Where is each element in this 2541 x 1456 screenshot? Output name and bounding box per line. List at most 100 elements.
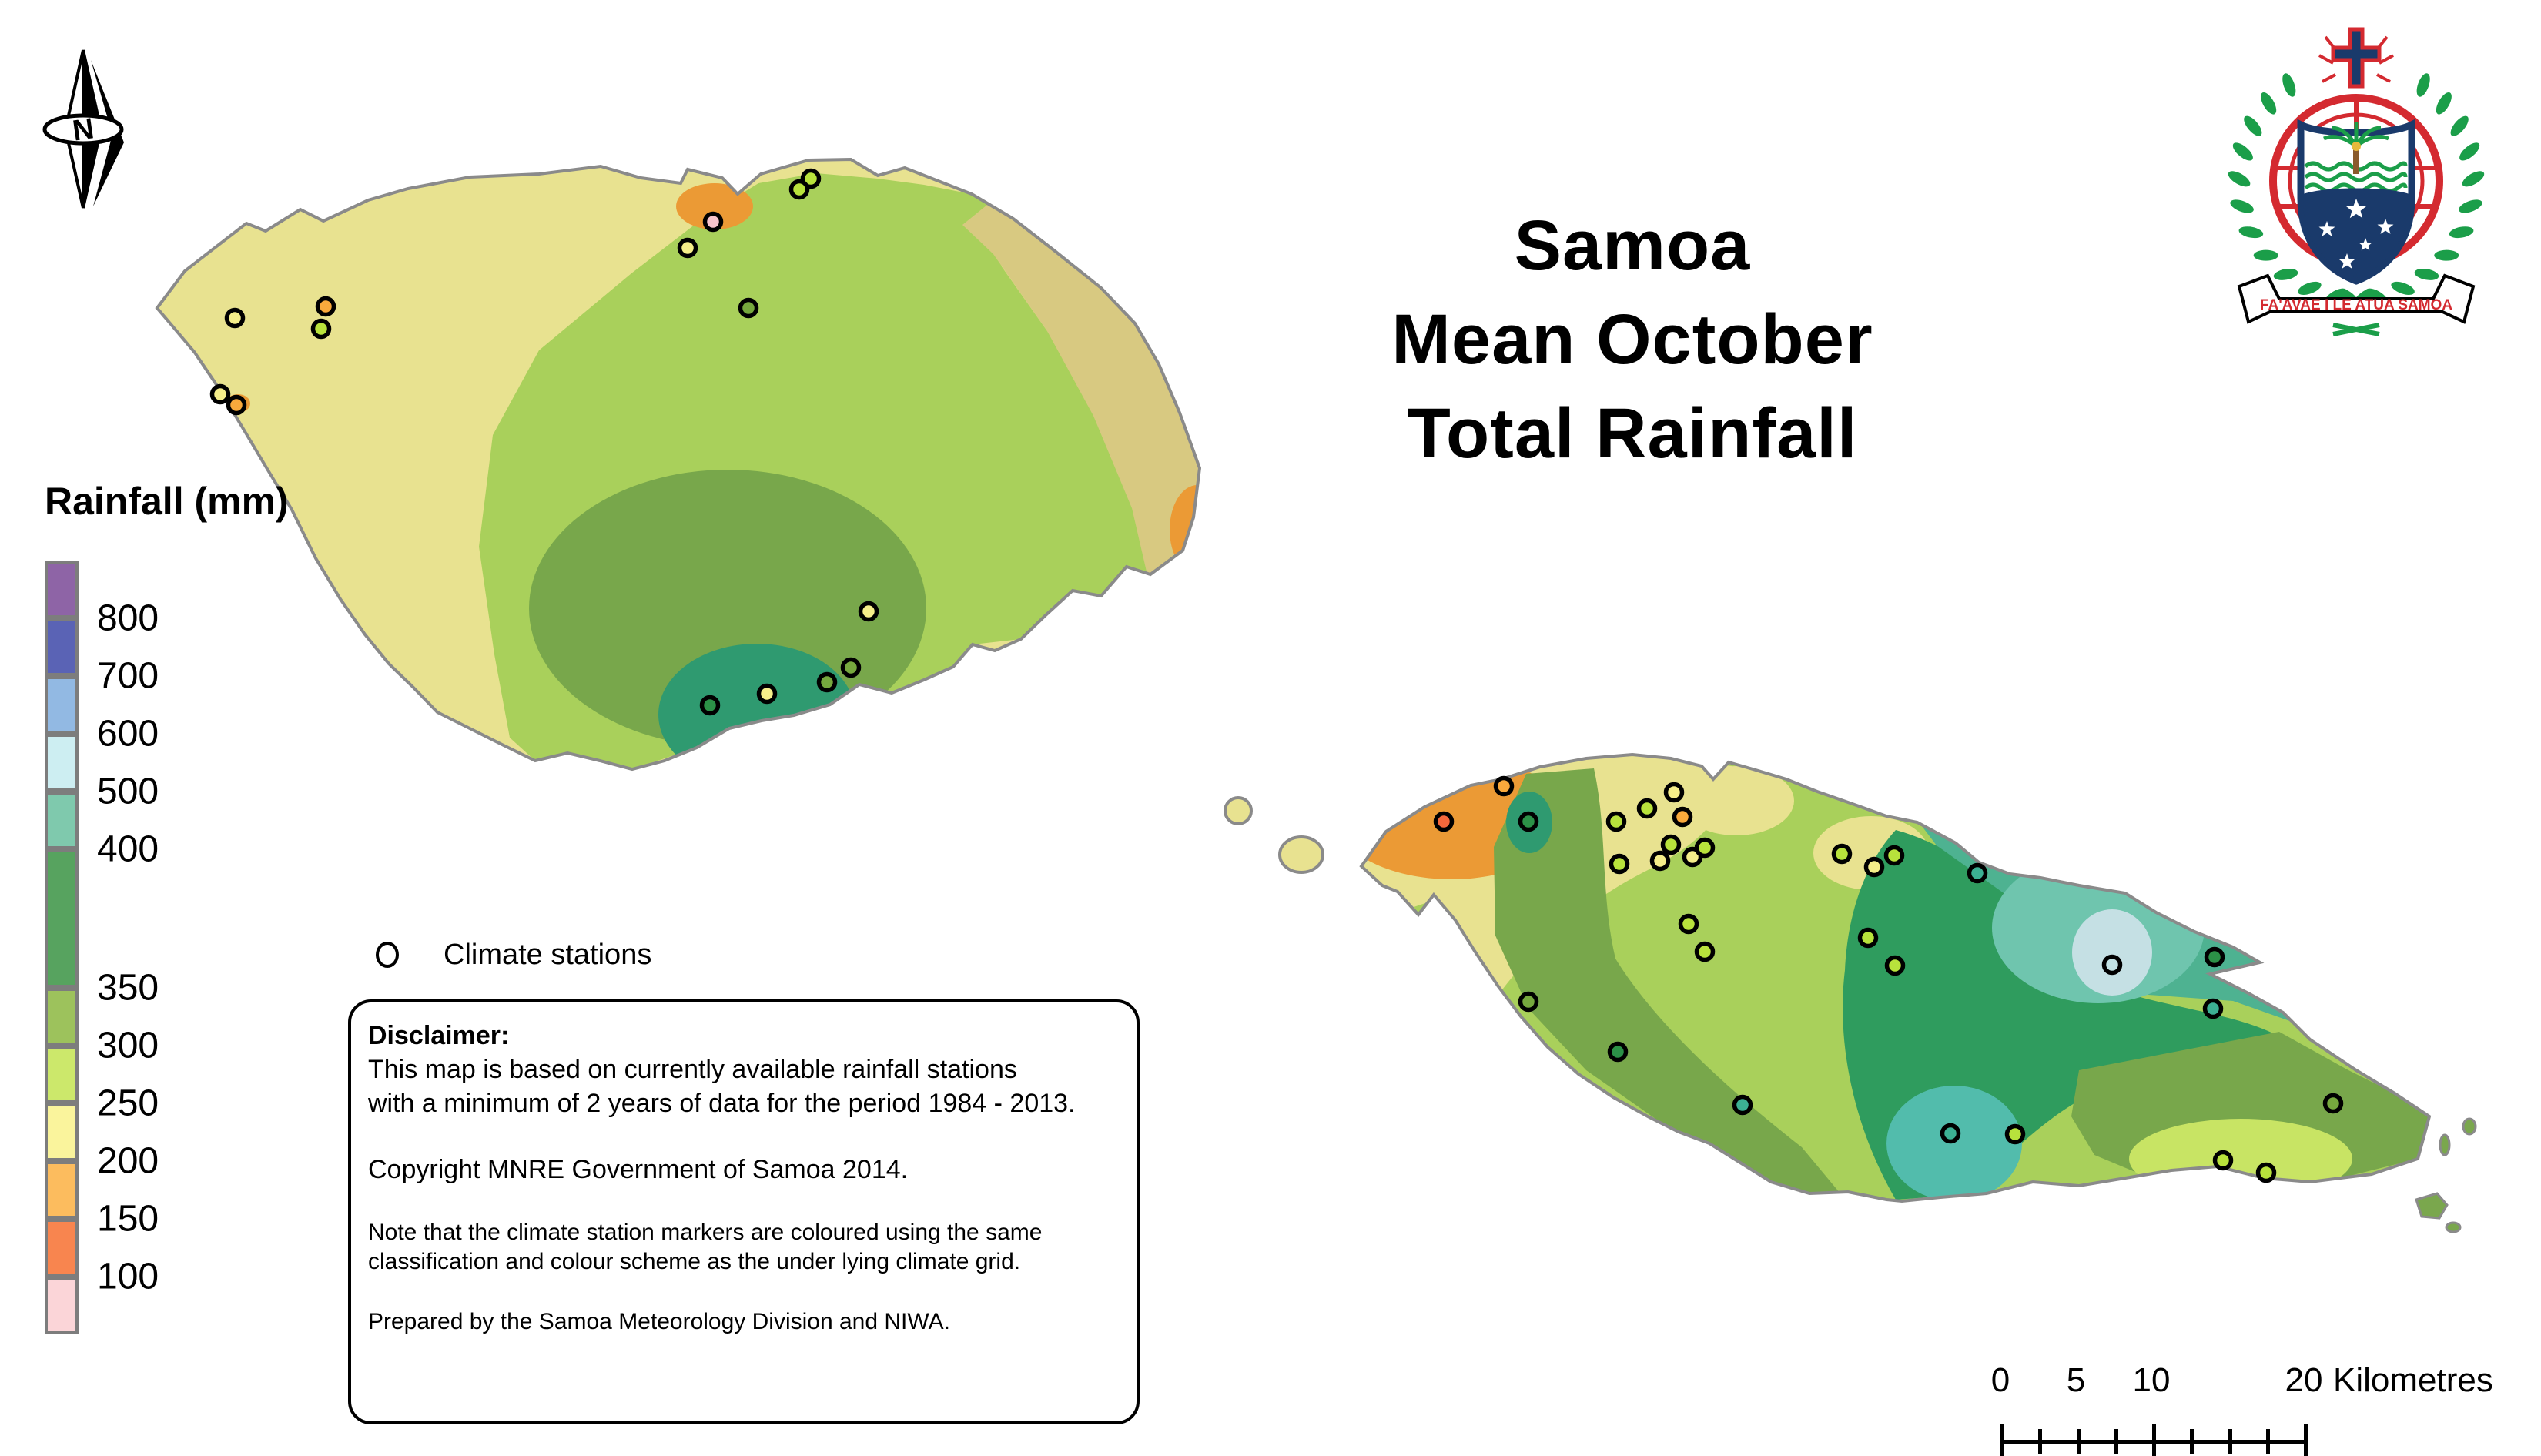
climate-station[interactable] — [2212, 1150, 2234, 1171]
legend-boundary-250: 250 — [97, 1083, 159, 1124]
climate-station[interactable] — [2204, 946, 2225, 968]
legend-boundary-150: 150 — [97, 1198, 159, 1240]
disclaimer-line-1: This map is based on currently available… — [368, 1055, 1017, 1084]
climate-station[interactable] — [226, 394, 247, 416]
island-savaii — [155, 157, 1202, 772]
motto-banner: FA'AVAE I LE ATUA SAMOA — [2237, 273, 2476, 324]
wreath-leaf-icon — [2391, 281, 2415, 295]
climate-station[interactable] — [2322, 1093, 2344, 1114]
legend-class-150-200 — [45, 1161, 79, 1219]
climate-station[interactable] — [840, 657, 862, 678]
climate-station[interactable] — [2202, 998, 2224, 1019]
scalebar-tick — [2152, 1424, 2156, 1456]
climate-station[interactable] — [677, 237, 698, 259]
climate-station[interactable] — [209, 383, 231, 405]
upolu-zone-olive-west — [1494, 768, 1840, 1195]
climate-station[interactable] — [1883, 845, 1905, 866]
legend-boundary-350: 350 — [97, 967, 159, 1009]
climate-station[interactable] — [738, 297, 759, 319]
climate-station[interactable] — [1605, 811, 1627, 832]
wreath-leaf-icon — [2298, 281, 2322, 295]
wreath-leaf-icon — [2261, 92, 2277, 115]
star-icon — [2338, 253, 2355, 269]
climate-station[interactable] — [1607, 1041, 1629, 1063]
coat-cross-icon — [2318, 27, 2394, 89]
star-icon — [2377, 219, 2394, 234]
stations-legend: Climate stations — [376, 938, 651, 972]
climate-station[interactable] — [2255, 1162, 2277, 1183]
star-icon — [2345, 199, 2367, 219]
climate-station[interactable] — [699, 695, 721, 716]
upolu-zone-250-300-south — [2129, 1119, 2352, 1199]
scalebar-tick — [2038, 1429, 2043, 1454]
upolu-zone-lightteal-south — [1886, 1086, 2022, 1201]
climate-station[interactable] — [702, 211, 724, 233]
climate-station[interactable] — [1732, 1094, 1753, 1116]
savaii-coastline — [155, 157, 1202, 772]
wreath-leaf-icon — [2462, 171, 2485, 187]
scalebar-tick — [2228, 1429, 2232, 1454]
climate-station[interactable] — [2101, 954, 2123, 976]
climate-station[interactable] — [2004, 1123, 2026, 1145]
disclaimer-prepared: Prepared by the Samoa Meteorology Divisi… — [368, 1309, 950, 1334]
climate-station[interactable] — [858, 601, 879, 622]
climate-station[interactable] — [1857, 927, 1879, 949]
climate-station[interactable] — [1863, 856, 1885, 878]
wreath-leaf-icon — [2253, 249, 2278, 261]
wreath-leaf-icon — [2459, 199, 2482, 213]
legend-class-200-250 — [45, 1103, 79, 1161]
climate-station[interactable] — [224, 307, 246, 329]
legend-title: Rainfall (mm) — [45, 480, 289, 523]
map-title: Samoa Mean October Total Rainfall — [1263, 199, 2002, 480]
climate-station[interactable] — [1694, 941, 1716, 962]
climate-stations-layer — [209, 168, 2344, 1183]
climate-station[interactable] — [1609, 853, 1630, 875]
climate-station[interactable] — [1660, 834, 1682, 855]
savaii-zone-400-500 — [658, 644, 855, 769]
climate-station[interactable] — [315, 296, 336, 317]
legend-class-250-300 — [45, 1046, 79, 1103]
climate-station[interactable] — [1493, 775, 1515, 797]
climate-station[interactable] — [816, 671, 838, 693]
scalebar-label-10: 10 — [2132, 1361, 2171, 1399]
climate-station[interactable] — [1678, 913, 1699, 935]
climate-station[interactable] — [788, 179, 810, 200]
palm-tree-icon — [2323, 122, 2389, 174]
upolu-zone-paleyellow-harbor — [1679, 766, 1794, 835]
climate-station[interactable] — [1940, 1123, 1961, 1144]
scalebar-tick — [2076, 1429, 2081, 1454]
disclaimer-note-1: Note that the climate station markers ar… — [368, 1220, 1043, 1245]
climate-station[interactable] — [1649, 850, 1671, 872]
climate-station[interactable] — [1672, 806, 1693, 828]
wreath-leaf-icon — [2450, 115, 2469, 136]
climate-station[interactable] — [1831, 843, 1853, 865]
climate-station[interactable] — [1967, 862, 1988, 884]
climate-station[interactable] — [1518, 811, 1539, 832]
wreath-leaf-icon — [2436, 92, 2452, 115]
disclaimer-line-2: with a minimum of 2 years of data for th… — [368, 1089, 1076, 1118]
climate-station[interactable] — [310, 318, 332, 340]
climate-station[interactable] — [1694, 837, 1716, 859]
climate-station[interactable] — [1663, 782, 1685, 803]
islets-southeast — [2415, 1117, 2477, 1233]
island-apolima — [1224, 796, 1253, 825]
title-line-2: Mean October — [1391, 300, 1873, 379]
banner-fronds-icon — [2332, 323, 2380, 336]
star-icon — [2359, 238, 2372, 251]
climate-station[interactable] — [756, 683, 778, 705]
samoa-coat-of-arms: FA'AVAE I LE ATUA SAMOA — [2228, 27, 2485, 336]
legend-boundary-100: 100 — [97, 1256, 159, 1297]
climate-station[interactable] — [1518, 991, 1539, 1013]
climate-station[interactable] — [1433, 811, 1455, 832]
scalebar-tick — [2114, 1429, 2118, 1454]
legend-boundary-700: 700 — [97, 655, 159, 697]
savaii-zone-orange-north — [676, 183, 753, 229]
climate-station[interactable] — [1884, 955, 1906, 976]
scalebar-tick — [2000, 1424, 2004, 1456]
scalebar-tick — [2190, 1429, 2194, 1454]
climate-station[interactable] — [1636, 798, 1658, 819]
shield-icon — [2297, 119, 2415, 285]
wreath-leaf-icon — [2282, 73, 2296, 97]
